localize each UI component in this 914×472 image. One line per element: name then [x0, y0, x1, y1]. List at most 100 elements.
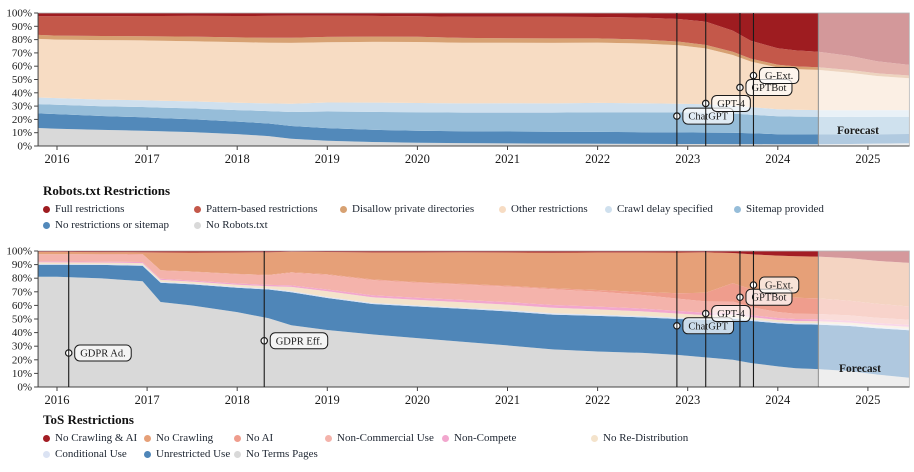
- legend-dot-crawl_delay: [605, 205, 612, 213]
- legend-row: Conditional Use Unrestricted Use No Terms …: [43, 447, 911, 461]
- event-label: G-Ext.: [765, 71, 793, 82]
- x-tick-label: 2018: [225, 393, 250, 407]
- event-label: ChatGPT: [688, 112, 728, 123]
- legend-label-disallow: Disallow private directories: [352, 203, 475, 215]
- event-annotation-g-ext: G-Ext.: [749, 276, 800, 294]
- area-sitemap: [38, 104, 910, 135]
- legend-label-no_redistribution: No Re-Distribution: [603, 432, 689, 444]
- robots-legend: Robots.txt Restrictions Full restriction…: [43, 183, 911, 232]
- legend-label-no_crawling: No Crawling: [156, 432, 214, 444]
- x-tick-label: 2025: [855, 393, 880, 407]
- y-tick-label: 70%: [12, 286, 32, 298]
- legend-item-no_crawling: No Crawling: [144, 431, 234, 445]
- legend-dot-other: [499, 205, 506, 213]
- robots-legend-title: Robots.txt Restrictions: [43, 183, 171, 198]
- area-no_restrictions: [38, 113, 910, 145]
- legend-dot-full: [43, 205, 50, 213]
- x-tick-label: 2017: [135, 393, 160, 407]
- y-tick-label: 70%: [12, 47, 32, 59]
- y-tick-label: 90%: [12, 259, 32, 271]
- legend-dot-no_restrictions: [43, 221, 50, 229]
- area-no_crawling: [38, 251, 910, 307]
- legend-item-other: Other restrictions: [499, 202, 605, 216]
- x-tick-label: 2016: [45, 152, 70, 166]
- legend-dot-disallow: [340, 205, 347, 213]
- y-tick-label: 50%: [12, 314, 32, 326]
- x-tick-label: 2022: [585, 152, 610, 166]
- legend-item-non_compete: Non-Compete: [442, 431, 591, 445]
- event-label: GPTBot: [751, 293, 786, 304]
- legend-label-non_compete: Non-Compete: [454, 432, 517, 444]
- y-tick-label: 20%: [12, 354, 32, 366]
- legend-item-no_restrictions: No restrictions or sitemap: [43, 218, 194, 232]
- area-unrestricted: [38, 264, 910, 378]
- event-annotation-gdpr-ad: GDPR Ad.: [64, 344, 132, 362]
- y-tick-label: 60%: [12, 300, 32, 312]
- legend-item-crawl_delay: Crawl delay specified: [605, 202, 734, 216]
- x-tick-label: 2023: [675, 152, 700, 166]
- legend-label-other: Other restrictions: [511, 203, 588, 215]
- legend-item-sitemap: Sitemap provided: [734, 202, 911, 216]
- y-tick-label: 40%: [12, 87, 32, 99]
- event-label: GDPR Eff.: [276, 336, 322, 347]
- event-label-box: [758, 276, 800, 294]
- legend-label-no_ai: No AI: [246, 432, 274, 444]
- tos-legend: ToS Restrictions No Crawling & AI No Craw…: [43, 412, 911, 461]
- x-tick-label: 2020: [405, 152, 430, 166]
- legend-dot-no_crawling_ai: [43, 434, 50, 442]
- legend-dot-pattern: [194, 205, 201, 213]
- event-annotation-gpt-4: GPT-4: [701, 305, 751, 323]
- area-other: [38, 38, 910, 111]
- legend-dot-unrestricted: [144, 450, 151, 458]
- legend-dot-non_commercial: [325, 434, 332, 442]
- y-tick-label: 60%: [12, 61, 32, 73]
- event-annotation-gdpr-eff: GDPR Eff.: [260, 332, 329, 350]
- tos-legend-items: No Crawling & AI No Crawling No AI Non-Comm…: [43, 431, 911, 461]
- legend-dot-no_terms: [234, 450, 241, 458]
- legend-label-full: Full restrictions: [55, 203, 125, 215]
- legend-label-no_crawling_ai: No Crawling & AI: [55, 432, 138, 444]
- legend-dot-non_compete: [442, 434, 449, 442]
- y-tick-label: 0%: [17, 382, 32, 394]
- x-tick-label: 2025: [855, 152, 880, 166]
- forecast-overlay: [818, 13, 910, 146]
- y-tick-label: 10%: [12, 127, 32, 139]
- legend-label-no_terms: No Terms Pages: [246, 448, 318, 460]
- y-tick-label: 30%: [12, 101, 32, 113]
- legend-dot-no_robots: [194, 221, 201, 229]
- area-non_commercial: [38, 254, 910, 325]
- legend-dot-sitemap: [734, 205, 741, 213]
- legend-item-no_ai: No AI: [234, 431, 325, 445]
- legend-row: Full restrictions Pattern-based restricti…: [43, 202, 911, 216]
- x-tick-label: 2019: [315, 393, 340, 407]
- area-disallow: [38, 34, 910, 79]
- forecast-label: Forecast: [839, 363, 881, 375]
- event-label-box: [758, 67, 800, 85]
- y-tick-label: 90%: [12, 21, 32, 33]
- legend-dot-no_redistribution: [591, 434, 598, 442]
- event-label: GPT-4: [717, 309, 745, 320]
- forecast-overlay: [818, 251, 910, 387]
- x-tick-label: 2021: [495, 393, 520, 407]
- legend-item-no_robots: No Robots.txt: [194, 218, 340, 232]
- x-tick-label: 2024: [765, 152, 791, 166]
- x-tick-label: 2019: [315, 152, 340, 166]
- legend-item-pattern: Pattern-based restrictions: [194, 202, 340, 216]
- legend-label-pattern: Pattern-based restrictions: [206, 203, 318, 215]
- event-annotation-gpt-4: GPT-4: [701, 94, 751, 112]
- x-tick-label: 2020: [405, 393, 430, 407]
- y-tick-label: 50%: [12, 74, 32, 86]
- legend-item-disallow: Disallow private directories: [340, 202, 499, 216]
- y-tick-label: 30%: [12, 341, 32, 353]
- y-tick-label: 80%: [12, 34, 32, 46]
- legend-item-unrestricted: Unrestricted Use: [144, 447, 234, 461]
- tos-legend-title: ToS Restrictions: [43, 412, 134, 427]
- event-label-box: [269, 332, 329, 350]
- event-label: GPTBot: [751, 83, 786, 94]
- event-label-box: [74, 344, 132, 362]
- event-label: G-Ext.: [765, 281, 793, 292]
- legend-row: No Crawling & AI No Crawling No AI Non-Comm…: [43, 431, 911, 445]
- area-no_terms: [38, 276, 910, 387]
- legend-item-no_crawling_ai: No Crawling & AI: [43, 431, 144, 445]
